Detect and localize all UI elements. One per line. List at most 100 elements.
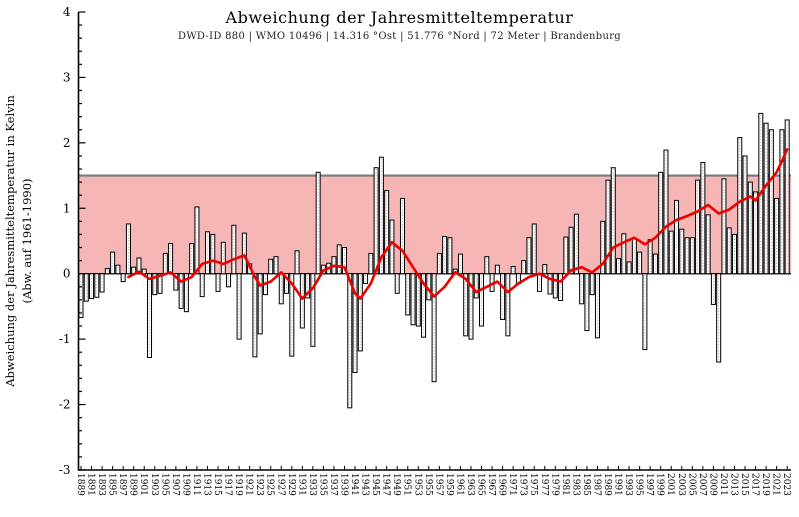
temperature-bar-1979 (552, 273, 558, 299)
temperature-bar-1942 (357, 273, 363, 352)
x-tick-label-1985: 1985 (581, 473, 591, 496)
temperature-bar-1910 (189, 243, 195, 275)
temperature-bar-1903 (152, 273, 158, 296)
x-tick-label-1969: 1969 (497, 473, 507, 496)
temperature-bar-1931 (299, 273, 305, 329)
x-tick-label-1893: 1893 (96, 473, 106, 496)
x-tick-label-1919: 1919 (233, 473, 243, 496)
temperature-bar-1909 (183, 273, 189, 313)
y-tick-label--3: -3 (59, 463, 71, 477)
x-tick-label-1973: 1973 (518, 473, 528, 496)
x-tick-label-1947: 1947 (381, 473, 391, 496)
temperature-bar-1999 (658, 171, 664, 275)
temperature-bar-1898 (125, 223, 131, 275)
x-tick-label-1913: 1913 (201, 473, 211, 496)
x-tick-label-1907: 1907 (170, 473, 180, 496)
x-tick-label-2003: 2003 (676, 473, 686, 496)
temperature-bar-1919 (236, 273, 242, 340)
x-tick-label-1975: 1975 (528, 473, 538, 496)
temperature-bar-2016 (747, 181, 753, 275)
x-tick-label-1997: 1997 (644, 473, 654, 496)
temperature-bar-1928 (284, 273, 290, 294)
x-tick-label-2021: 2021 (771, 473, 781, 496)
temperature-bar-2001 (668, 230, 674, 275)
temperature-bar-1964 (473, 273, 479, 299)
y-tick-label-1: 1 (63, 201, 71, 215)
x-tick-label-1981: 1981 (560, 473, 570, 496)
temperature-bar-1975 (531, 223, 537, 275)
temperature-bar-1959 (447, 237, 453, 275)
temperature-bar-1941 (352, 273, 358, 374)
x-tick-label-1943: 1943 (360, 473, 370, 496)
x-tick-label-1949: 1949 (391, 473, 401, 496)
temperature-bar-1894 (104, 267, 110, 275)
temperature-bar-1918 (231, 224, 237, 275)
x-tick-label-2011: 2011 (718, 473, 728, 496)
x-tick-label-1993: 1993 (623, 473, 633, 496)
x-tick-label-1925: 1925 (265, 473, 275, 496)
x-tick-label-2001: 2001 (665, 473, 675, 496)
x-tick-label-1889: 1889 (75, 473, 85, 496)
temperature-bar-1891 (89, 273, 95, 300)
temperature-bar-1984 (579, 273, 585, 305)
temperature-bar-1913 (204, 231, 210, 275)
temperature-bar-1923 (257, 273, 263, 335)
y-tick-label-4: 4 (63, 5, 71, 19)
x-tick-label-1911: 1911 (191, 473, 201, 496)
temperature-bar-1932 (305, 273, 311, 299)
temperature-bar-2002 (674, 199, 680, 275)
x-tick-label-1965: 1965 (476, 473, 486, 496)
x-tick-label-1951: 1951 (402, 473, 412, 496)
x-tick-label-1935: 1935 (317, 473, 327, 496)
y-tick-label-2: 2 (63, 136, 71, 150)
y-tick-label--2: -2 (59, 398, 71, 412)
x-tick-label-1979: 1979 (549, 473, 559, 496)
temperature-bar-1961 (457, 253, 463, 275)
temperature-bar-2009 (710, 273, 716, 305)
temperature-bar-1963 (468, 273, 474, 340)
x-tick-label-1937: 1937 (328, 473, 338, 496)
temperature-bar-1981 (563, 236, 569, 275)
temperature-bar-1998 (652, 253, 658, 275)
temperature-bar-2020 (768, 129, 774, 275)
x-tick-label-1945: 1945 (370, 473, 380, 496)
x-tick-label-2009: 2009 (707, 473, 717, 496)
x-tick-label-2013: 2013 (728, 473, 738, 496)
temperature-bar-1926 (273, 256, 279, 275)
temperature-bar-1951 (405, 273, 411, 316)
temperature-bar-1933 (310, 273, 316, 347)
x-tick-label-1915: 1915 (212, 473, 222, 496)
x-tick-label-1923: 1923 (254, 473, 264, 496)
temperature-bar-1956 (431, 273, 437, 383)
temperature-bar-1993 (626, 261, 632, 275)
temperature-bar-1980 (558, 273, 564, 302)
temperature-bar-1962 (463, 273, 469, 337)
y-axis-label-line2: (Abw. auf 1961-1990) (20, 178, 34, 303)
x-tick-label-1999: 1999 (655, 473, 665, 496)
trend-line (127, 148, 789, 300)
temperature-bar-1925 (268, 258, 274, 275)
temperature-bar-1902 (147, 273, 153, 358)
x-tick-label-1905: 1905 (159, 473, 169, 496)
temperature-bar-1947 (384, 190, 390, 275)
temperature-bar-1974 (526, 237, 532, 275)
temperature-bar-1897 (120, 273, 126, 283)
x-tick-label-1895: 1895 (107, 473, 117, 496)
x-tick-label-1977: 1977 (539, 473, 549, 496)
temperature-bar-1940 (347, 273, 353, 409)
x-tick-label-1987: 1987 (591, 473, 601, 496)
temperature-bar-1983 (573, 213, 579, 275)
x-tick-label-1931: 1931 (296, 473, 306, 496)
temperature-bar-2019 (763, 122, 769, 275)
temperature-bar-1968 (494, 264, 500, 275)
x-tick-label-1963: 1963 (465, 473, 475, 496)
y-axis-label-line1: Abweichung der Jahresmitteltemperatur in… (3, 95, 17, 388)
x-tick-label-1927: 1927 (275, 473, 285, 496)
x-tick-label-1939: 1939 (339, 473, 349, 496)
temperature-bar-1939 (342, 247, 347, 275)
temperature-bar-1904 (157, 273, 163, 294)
temperature-bar-1985 (584, 273, 590, 332)
x-tick-label-2007: 2007 (697, 473, 707, 496)
x-tick-label-2015: 2015 (739, 473, 749, 496)
